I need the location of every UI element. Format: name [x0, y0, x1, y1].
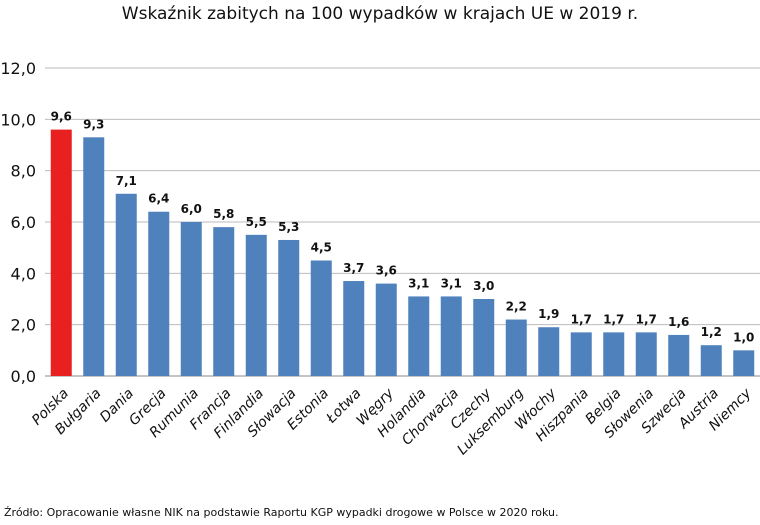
bar-Słowacja	[278, 239, 300, 376]
bar-Łotwa	[343, 281, 365, 376]
data-label: 1,7	[636, 312, 657, 326]
y-tick-label: 2,0	[11, 316, 36, 335]
chart-title: Wskaźnik zabitych na 100 wypadków w kraj…	[121, 4, 639, 24]
data-label: 6,4	[148, 192, 169, 206]
data-label: 3,1	[408, 276, 429, 290]
data-label: 1,9	[538, 307, 559, 321]
bar-Austria	[700, 345, 722, 376]
y-tick-label: 12,0	[0, 59, 36, 78]
bar-Grecja	[148, 211, 170, 376]
data-label: 5,8	[213, 207, 234, 221]
data-label: 9,6	[51, 110, 72, 124]
bar-Bułgaria	[83, 137, 105, 376]
data-label: 3,7	[343, 261, 364, 275]
bar-Słowenia	[635, 332, 657, 376]
source-note: Źródło: Opracowanie własne NIK na podsta…	[4, 506, 559, 519]
data-label: 1,2	[701, 325, 722, 339]
data-label: 1,7	[571, 312, 592, 326]
bar-Włochy	[538, 327, 560, 376]
bar-Węgry	[375, 283, 397, 376]
y-tick-label: 4,0	[11, 264, 36, 283]
bar-Luksemburg	[505, 319, 527, 376]
bar-Chorwacja	[440, 296, 462, 376]
bar-Belgia	[603, 332, 625, 376]
y-tick-label: 0,0	[11, 367, 36, 386]
bar-Hiszpania	[570, 332, 592, 376]
bar-Rumunia	[180, 222, 202, 376]
bar-Niemcy	[733, 350, 755, 376]
data-label: 4,5	[311, 241, 332, 255]
y-tick-label: 8,0	[11, 162, 36, 181]
bar-Holandia	[408, 296, 430, 376]
data-label: 3,1	[441, 276, 462, 290]
data-label: 5,3	[278, 220, 299, 234]
y-tick-label: 6,0	[11, 213, 36, 232]
bar-Finlandia	[245, 234, 267, 376]
data-label: 3,0	[473, 279, 494, 293]
bar-Estonia	[310, 260, 332, 376]
data-label: 1,0	[733, 330, 754, 344]
bar-Szwecja	[668, 334, 690, 376]
data-label: 6,0	[181, 202, 202, 216]
y-tick-label: 10,0	[0, 110, 36, 129]
bar-Francja	[213, 227, 235, 376]
bar-Polska	[50, 129, 72, 376]
data-label: 5,5	[246, 215, 267, 229]
data-label: 2,2	[506, 300, 527, 314]
data-label: 9,3	[83, 117, 104, 131]
data-label: 7,1	[116, 174, 137, 188]
data-label: 3,6	[376, 264, 397, 278]
data-label: 1,6	[668, 315, 689, 329]
bar-Czechy	[473, 299, 495, 376]
bar-Dania	[115, 193, 137, 376]
data-label: 1,7	[603, 312, 624, 326]
